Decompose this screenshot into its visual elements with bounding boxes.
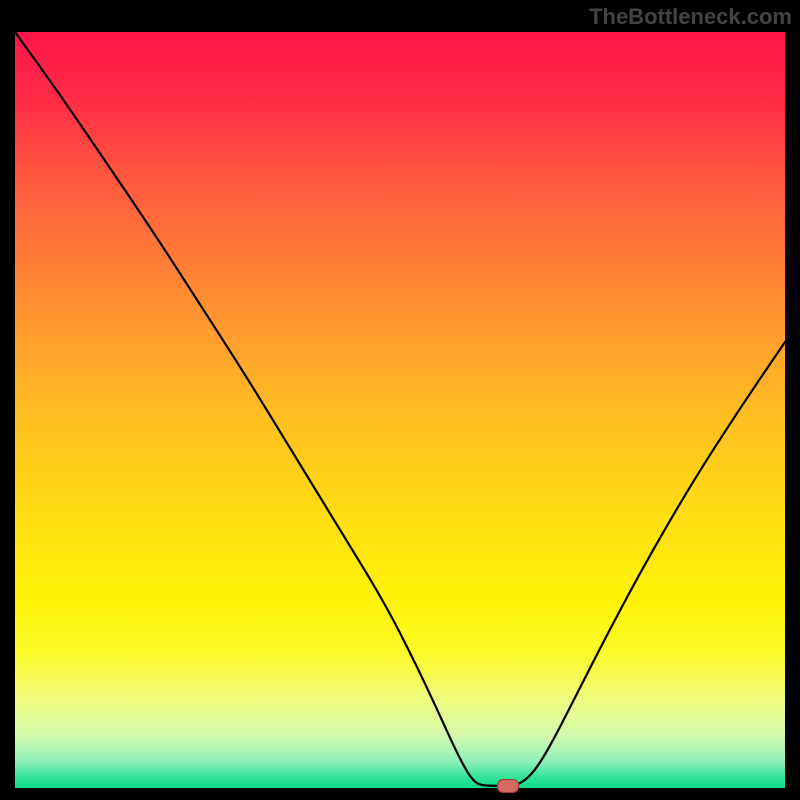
bottleneck-curve: [15, 32, 785, 786]
chart-plot-area: [15, 32, 785, 788]
optimal-point-marker: [497, 779, 519, 793]
watermark-text: TheBottleneck.com: [589, 4, 792, 30]
chart-curve-svg: [15, 32, 785, 788]
